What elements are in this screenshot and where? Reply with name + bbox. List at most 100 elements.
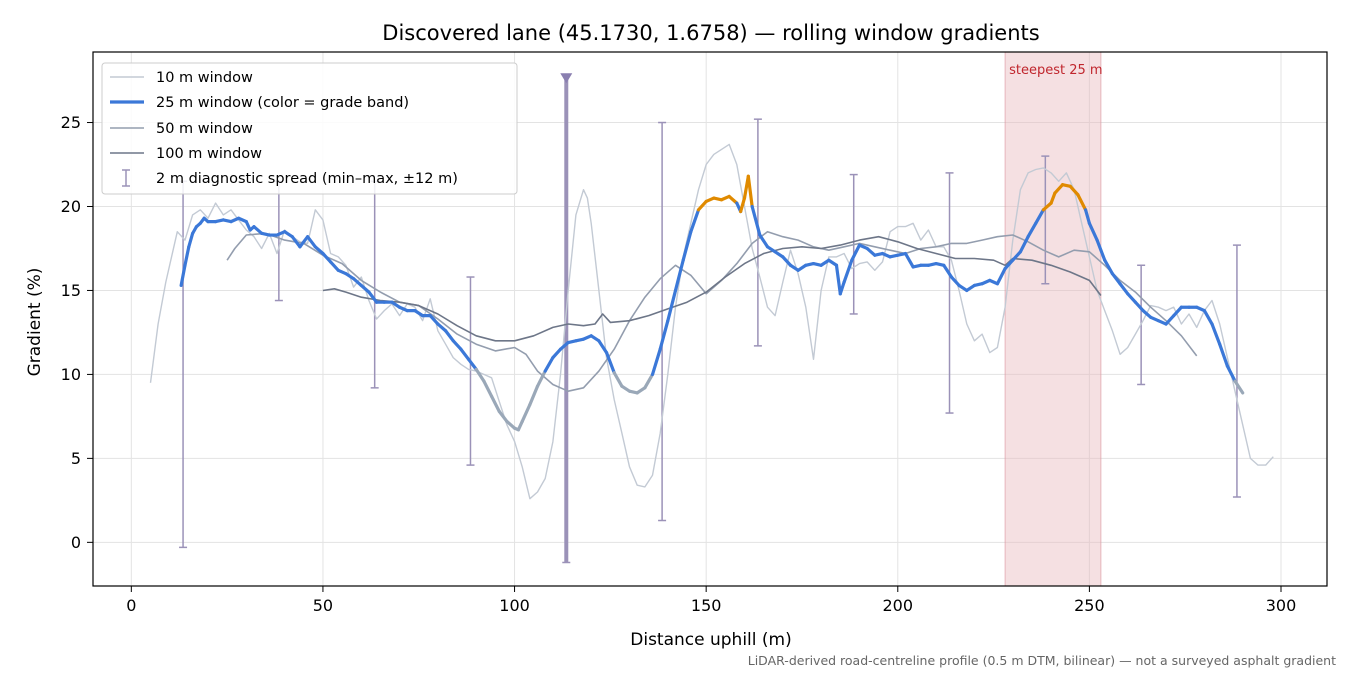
plot-frame <box>92 51 1328 587</box>
series-25m-segment <box>604 350 616 375</box>
series-25m-segment <box>643 372 655 390</box>
series-25m-segment <box>1034 208 1046 225</box>
y-tick-label: 5 <box>71 449 81 468</box>
series-25m-segment <box>597 339 609 355</box>
series-25m-segment <box>681 230 693 262</box>
series-25m-segment <box>666 288 678 323</box>
series-25m-segment <box>942 263 954 279</box>
x-tick-label: 200 <box>883 596 914 615</box>
series-group <box>149 73 1274 564</box>
y-tick-label: 20 <box>61 197 81 216</box>
series-25m-segment <box>459 347 471 361</box>
series-25m-segment <box>1011 250 1023 262</box>
series-25m-segment <box>1225 364 1237 383</box>
series-25m-segment <box>298 235 310 249</box>
series-25m-segment <box>758 233 770 249</box>
series-25m-segment <box>497 409 509 424</box>
legend: 10 m window 25 m window (color = grade ba… <box>101 62 518 195</box>
legend-label: 25 m window (color = grade band) <box>156 95 409 111</box>
x-tick-label: 100 <box>499 596 530 615</box>
x-tick-label: 150 <box>691 596 722 615</box>
series-25m-segment <box>482 379 494 398</box>
series-25m-segment <box>1172 305 1183 318</box>
y-tick-label: 0 <box>71 533 81 552</box>
legend-box <box>101 62 518 195</box>
series-25m-segment <box>1210 322 1222 346</box>
steepest-region-label: steepest 25 m <box>1009 63 1102 78</box>
x-axis-title: Distance uphill (m) <box>630 630 791 650</box>
x-tick-label: 0 <box>126 596 136 615</box>
series-25m-segment <box>834 263 842 296</box>
series-25m-segment <box>1087 221 1099 242</box>
series-25m-segment <box>746 174 754 209</box>
series-25m-segment <box>551 347 563 360</box>
series-25m-segment <box>183 245 191 267</box>
series-25m-segment <box>179 263 187 288</box>
series-25m-segment <box>1233 379 1245 395</box>
series-25m-segment <box>1110 272 1122 286</box>
series-25m-segment <box>436 322 448 333</box>
series-25m-segment <box>1003 258 1015 271</box>
legend-label: 2 m diagnostic spread (min–max, ±12 m) <box>156 171 458 187</box>
series-25m-segment <box>1076 193 1088 212</box>
series-25m-segment <box>321 251 333 264</box>
series-25m-segment <box>558 340 570 351</box>
series-25m-segment <box>1202 309 1214 326</box>
series-25m-segment <box>187 231 195 249</box>
series-25m-segment <box>543 356 555 373</box>
series-25m-segment <box>850 243 862 262</box>
series-25m-segment <box>727 194 739 205</box>
series-25m-segment <box>903 251 915 269</box>
plot-area: steepest 25 m 0 50 100 150 200 250 300 0 5 10 15 20 2… <box>61 51 1328 615</box>
series-25m-segment <box>995 267 1007 286</box>
series-25m-segment <box>842 258 854 284</box>
series-25m-segment <box>1018 235 1030 254</box>
series-25m-segment <box>739 196 747 214</box>
series-25m-segment <box>612 371 624 388</box>
spread-cap-arrow <box>560 73 573 84</box>
series-25m-segment <box>1118 282 1130 296</box>
x-tick-label: 50 <box>313 596 333 615</box>
series-25m-segment <box>650 347 662 377</box>
series-25m-segment <box>1068 184 1080 197</box>
series-25m-segment <box>528 384 540 407</box>
series-25m-segment <box>1103 258 1114 276</box>
y-axis-title: Gradient (%) <box>25 268 45 377</box>
series-25m-segment <box>1083 208 1091 225</box>
series-25m-segment <box>1026 221 1038 239</box>
series-25m-segment <box>1126 292 1137 304</box>
series-25m-segment <box>1053 183 1065 195</box>
series-25m-segment <box>1218 342 1229 368</box>
series-25m-segment <box>949 275 961 288</box>
series-25m-segment <box>306 235 317 249</box>
series-25m-segment <box>696 199 708 212</box>
x-tick-label: 250 <box>1074 596 1105 615</box>
series-25m-segment <box>252 225 264 235</box>
series-25m-segment <box>505 419 517 430</box>
series-25m-segment <box>351 277 363 288</box>
series-25m-segment <box>838 280 846 296</box>
series-25m-segment <box>313 245 325 256</box>
legend-label: 10 m window <box>156 70 253 86</box>
series-25m-segment <box>466 357 478 371</box>
chart-footnote: LiDAR-derived road-centreline profile (0… <box>748 653 1336 668</box>
series-25m-segment <box>1164 314 1176 326</box>
y-tick-label: 15 <box>61 281 81 300</box>
series-25m-segment <box>290 235 302 249</box>
series-25m-segment <box>673 258 685 293</box>
series-25m-segment <box>1049 191 1057 205</box>
legend-label: 100 m window <box>156 146 262 162</box>
series-25m-segment <box>1133 300 1145 313</box>
series-line-0 <box>149 143 1274 500</box>
series-25m-segment <box>865 246 877 257</box>
series-25m-segment <box>689 208 701 234</box>
series-line-3 <box>322 235 1102 342</box>
legend-label: 50 m window <box>156 121 253 137</box>
series-25m-segment <box>428 314 440 326</box>
series-25m-segment <box>781 255 793 267</box>
series-25m-segment <box>750 204 762 237</box>
steepest-region <box>1004 51 1102 587</box>
series-25m-segment <box>535 369 547 388</box>
x-tick-label: 300 <box>1266 596 1297 615</box>
